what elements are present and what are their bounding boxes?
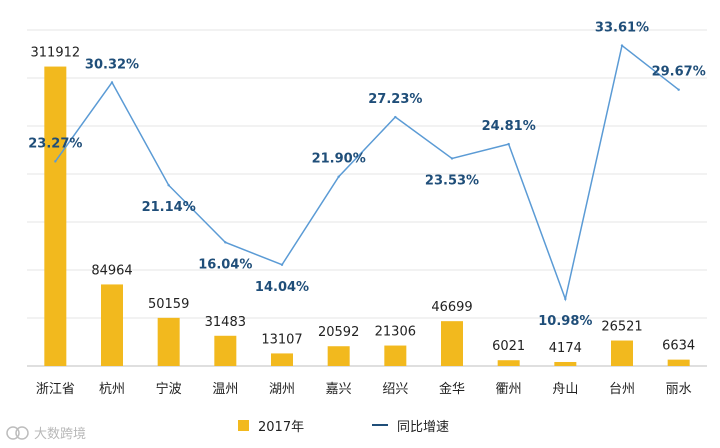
category-label: 绍兴 [382,382,408,397]
bar [101,284,123,366]
line-point [507,142,510,146]
line-value-label: 14.04% [255,280,309,295]
line-series [54,44,680,302]
line-point [450,157,454,160]
bar-value-label: 26521 [601,320,642,335]
bar [497,360,520,366]
bar-value-label: 13107 [261,332,302,347]
line-point [54,160,57,163]
category-label: 金华 [439,381,465,397]
line-point [110,81,114,84]
line-value-label: 24.81% [482,119,536,134]
line-value-labels: 23.27% 30.32% 21.14% 16.04%14.04% 21.90% 27.2… [28,21,705,329]
bar-value-label: 50159 [148,297,189,312]
category-label: 温州 [212,382,238,397]
legend-line-label: 同比增速 [397,420,449,435]
category-label: 衢州 [496,382,522,397]
watermark: 大数跨境 [6,426,86,442]
bar [44,66,67,366]
bar [611,340,633,366]
bar-value-label: 84964 [91,263,132,278]
category-label: 宁波 [156,381,182,397]
legend-bar-label: 2017年 [258,420,304,435]
category-label: 湖州 [269,382,295,397]
legend: 2017年 同比增速 [238,420,449,435]
line-point [280,263,284,266]
bar-value-label: 6634 [662,339,695,354]
line-point [167,184,170,187]
category-label: 舟山 [552,382,578,397]
category-label: 台州 [609,382,635,397]
bar-value-label: 46699 [431,300,472,315]
bar-value-label: 311912 [31,46,81,61]
brand-logo-icon [6,426,29,440]
category-label: 浙江省 [36,382,75,397]
category-label: 丽水 [666,382,692,397]
bar [214,335,237,366]
bar [271,353,293,366]
x-axis-category-labels: 浙江省 杭州 宁波 温州 湖州 嘉兴 绍兴 金华 衢州 舟山 台州 丽水 [36,381,692,397]
bar-value-labels: 311912 84964 50159 31483 13107 20592 21306 4669… [31,46,696,356]
line-point [620,44,624,47]
bar-value-label: 6021 [492,339,525,354]
line-value-label: 21.90% [312,152,366,167]
legend-bar-swatch [238,420,249,431]
bar [157,317,180,366]
line-value-label: 23.27% [28,136,82,151]
bar [667,359,690,366]
line-point [394,115,397,119]
line-value-label: 30.32% [85,57,139,72]
watermark-text: 大数跨境 [34,427,86,442]
bar-value-label: 21306 [375,325,416,340]
category-label: 嘉兴 [326,382,352,397]
bar [441,321,463,366]
line-point [564,297,567,301]
bar-series [44,66,690,366]
line-value-label: 23.53% [425,173,479,188]
line-value-label: 33.61% [595,21,649,36]
bar-value-label: 31483 [205,315,246,330]
bar [327,346,350,366]
line-point [224,241,227,244]
bar-value-label: 20592 [318,325,359,340]
line-point [337,175,340,178]
bar-value-label: 4174 [549,341,582,356]
line-value-label: 27.23% [368,92,422,107]
bar [554,361,577,366]
line-value-label: 29.67% [652,65,706,80]
growth-line [54,44,680,302]
gridlines [27,29,707,367]
line-value-label: 10.98% [538,314,592,329]
line-value-label: 21.14% [142,200,196,215]
line-point [677,88,680,91]
category-label: 杭州 [99,382,125,397]
line-value-label: 16.04% [198,257,252,272]
bar [384,345,407,366]
